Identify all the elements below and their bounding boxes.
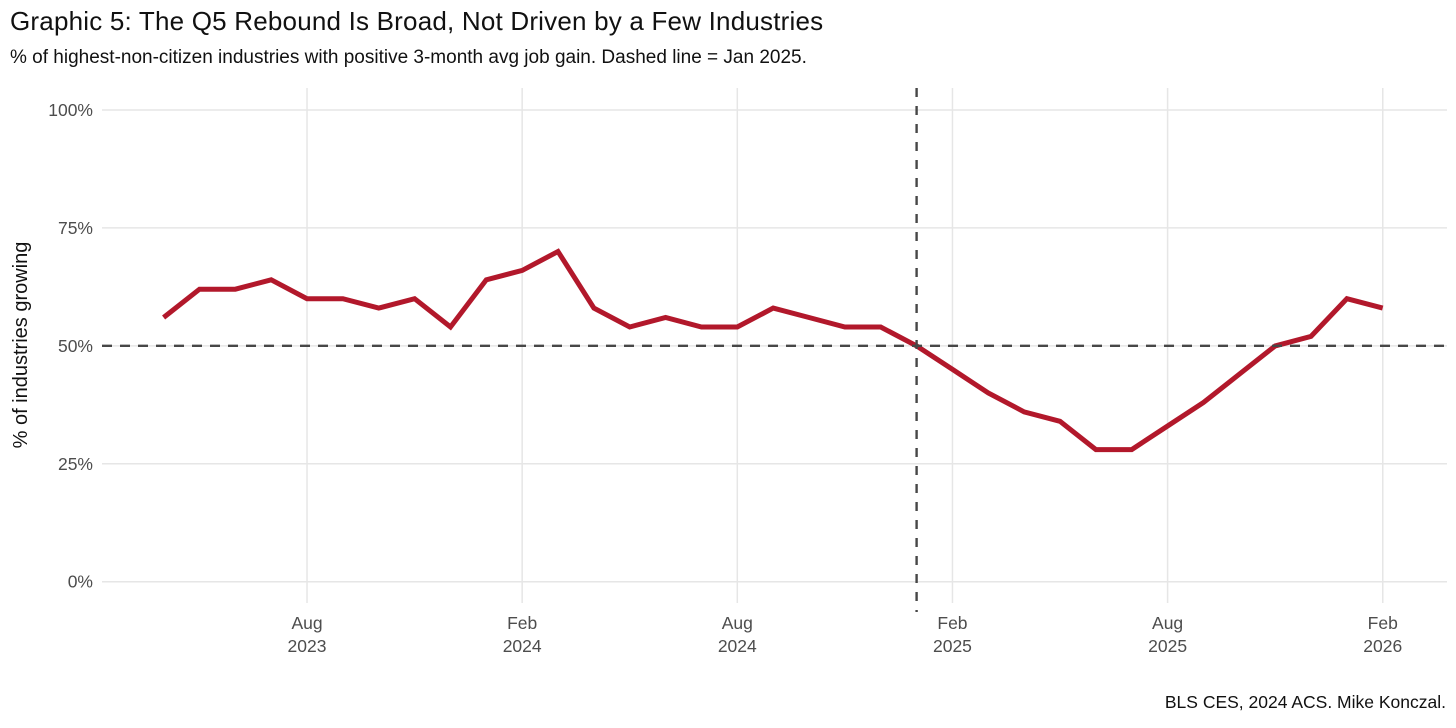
- y-tick-label: 25%: [58, 454, 93, 474]
- x-tick-label-month: Aug: [291, 613, 322, 633]
- x-tick-label-month: Aug: [1152, 613, 1183, 633]
- x-tick-label-month: Feb: [1368, 613, 1398, 633]
- x-tick-label-year: 2025: [1148, 636, 1187, 656]
- x-tick-label-year: 2024: [503, 636, 542, 656]
- x-tick-label-month: Feb: [937, 613, 967, 633]
- x-tick-label-year: 2024: [718, 636, 757, 656]
- x-tick-label-month: Feb: [507, 613, 537, 633]
- y-axis-title: % of industries growing: [10, 242, 32, 449]
- y-tick-label: 75%: [58, 218, 93, 238]
- data-series-line: [162, 248, 1384, 453]
- x-tick-label-year: 2023: [288, 636, 327, 656]
- x-tick-label-month: Aug: [722, 613, 753, 633]
- chart-title: Graphic 5: The Q5 Rebound Is Broad, Not …: [10, 6, 824, 36]
- y-tick-label: 100%: [48, 100, 93, 120]
- chart-subtitle: % of highest-non-citizen industries with…: [10, 47, 807, 68]
- x-tick-label-year: 2025: [933, 636, 972, 656]
- y-tick-label: 50%: [58, 336, 93, 356]
- y-tick-label: 0%: [68, 572, 93, 592]
- chart-caption: BLS CES, 2024 ACS. Mike Konczal.: [1164, 692, 1446, 712]
- x-tick-label-year: 2026: [1363, 636, 1402, 656]
